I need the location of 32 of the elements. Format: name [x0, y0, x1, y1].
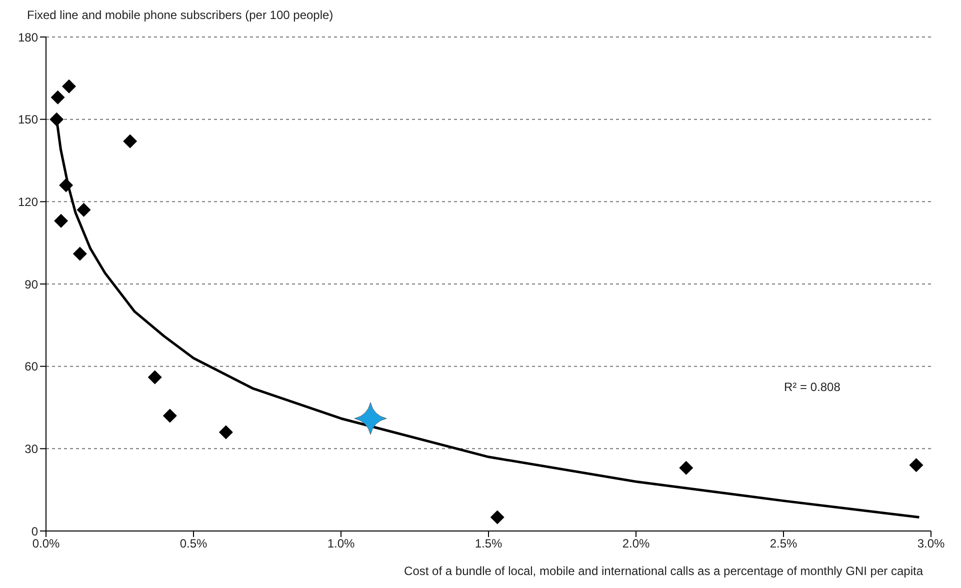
y-tick-label: 150	[18, 112, 38, 127]
y-axis-title: Fixed line and mobile phone subscribers (per 100 people)	[27, 8, 334, 22]
x-tick-label: 0.5%	[180, 536, 208, 551]
point	[59, 178, 74, 192]
point	[909, 458, 924, 472]
y-tick-label: 90	[24, 277, 38, 292]
x-axis-title: Cost of a bundle of local, mobile and international calls as a percentage of monthly GNI per capita	[404, 564, 924, 578]
x-tick-label: 0.0%	[32, 536, 60, 551]
x-tick-label: 1.5%	[474, 536, 502, 551]
y-tick-label: 180	[18, 30, 38, 44]
y-tick-label: 120	[18, 194, 38, 209]
x-tick-label: 2.5%	[770, 536, 798, 551]
x-tick-label: 1.0%	[327, 536, 355, 551]
y-tick-label: 0	[31, 524, 38, 538]
point	[50, 90, 65, 104]
point	[218, 425, 233, 440]
x-tick-label: 3.0%	[917, 536, 945, 551]
point	[62, 79, 76, 94]
point	[72, 246, 87, 261]
point	[679, 460, 694, 475]
point	[50, 112, 64, 126]
point	[123, 134, 138, 148]
point	[354, 402, 387, 435]
point	[162, 408, 177, 423]
point	[54, 214, 68, 228]
point	[148, 370, 162, 384]
point	[76, 202, 91, 217]
point	[490, 510, 504, 524]
annotation: R² = 0.808	[784, 380, 840, 394]
y-tick-label: 30	[24, 442, 38, 456]
x-tick-label: 2.0%	[622, 536, 650, 551]
y-tick-label: 60	[24, 360, 38, 374]
